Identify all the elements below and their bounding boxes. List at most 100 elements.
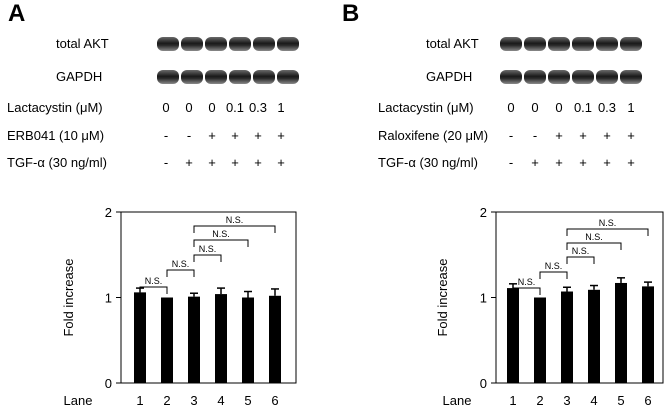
condition-value: + (603, 155, 611, 170)
significance-label: N.S. (172, 259, 190, 269)
x-tick-label: 2 (163, 393, 170, 408)
x-tick-label: 5 (617, 393, 624, 408)
plot-frame (495, 211, 664, 384)
blot-label-total-akt: total AKT (426, 36, 479, 51)
significance-label: N.S. (145, 276, 163, 286)
bar-lane-2 (161, 297, 173, 383)
condition-label-tgf: TGF-α (30 ng/ml) (7, 155, 107, 170)
significance-label: N.S. (585, 232, 603, 242)
condition-label-erb041: ERB041 (10 μM) (7, 128, 105, 143)
blot-total-akt (500, 37, 642, 51)
bar-chart-a: 0 1 2 Fold increase 1 2 3 4 5 6 Lane N.S. N.S. N.S. N.… (61, 205, 297, 408)
x-tick-label: 3 (190, 393, 197, 408)
condition-value: + (627, 128, 635, 143)
y-tick-label: 1 (480, 291, 487, 306)
y-tick-label: 2 (105, 205, 112, 220)
condition-value: 0 (162, 100, 170, 115)
condition-value: 0.1 (225, 100, 245, 115)
x-tick-label: 3 (563, 393, 570, 408)
x-tick-label: 6 (271, 393, 278, 408)
significance-bracket (539, 271, 568, 279)
condition-label-lactacystin: Lactacystin (μM) (7, 100, 103, 115)
significance-label: N.S. (545, 261, 563, 271)
condition-label-raloxifene: Raloxifene (20 μM) (378, 128, 489, 143)
bar-lane-6 (642, 286, 654, 383)
significance-bracket (566, 242, 622, 250)
condition-value: 0 (185, 100, 193, 115)
significance-label: N.S. (226, 215, 244, 225)
panel-b: B total AKT GAPDH Lactacystin (μM) 0 0 0… (336, 0, 671, 412)
bar-lane-3 (188, 296, 200, 383)
condition-value: + (231, 128, 239, 143)
condition-value: + (555, 128, 563, 143)
blot-total-akt (157, 37, 299, 51)
condition-value: + (208, 155, 216, 170)
condition-value: 0.3 (248, 100, 268, 115)
y-tick-label: 0 (105, 376, 112, 391)
condition-value: 1 (627, 100, 635, 115)
panel-letter: A (8, 0, 26, 27)
condition-value: + (531, 155, 539, 170)
panel-letter: B (342, 0, 360, 27)
condition-value: - (508, 128, 514, 143)
bar-lane-5 (242, 297, 254, 383)
condition-value: - (508, 155, 514, 170)
condition-value: 0.1 (573, 100, 593, 115)
condition-value: + (208, 128, 216, 143)
bar-lane-4 (588, 289, 600, 383)
x-tick-label: 1 (136, 393, 143, 408)
condition-value: 1 (277, 100, 285, 115)
y-tick-label: 2 (480, 205, 487, 220)
condition-value: + (579, 155, 587, 170)
significance-bracket (166, 269, 195, 277)
bar-lane-5 (615, 282, 627, 383)
condition-value: 0 (555, 100, 563, 115)
x-tick-label: 4 (217, 393, 224, 408)
condition-value: + (277, 155, 285, 170)
significance-label: N.S. (518, 277, 536, 287)
x-axis-label: Lane (64, 393, 93, 408)
bar-lane-3 (561, 291, 573, 383)
blot-label-gapdh: GAPDH (56, 69, 103, 84)
significance-label: N.S. (212, 229, 230, 239)
condition-value: + (555, 155, 563, 170)
significance-bracket (193, 254, 222, 262)
condition-value: + (231, 155, 239, 170)
y-axis-label: Fold increase (61, 258, 76, 336)
x-tick-label: 4 (590, 393, 597, 408)
significance-bracket (566, 228, 649, 236)
significance-bracket (512, 287, 541, 295)
condition-value: 0.3 (597, 100, 617, 115)
significance-bracket (193, 239, 249, 247)
condition-value: 0 (507, 100, 515, 115)
condition-value: + (627, 155, 635, 170)
bar-lane-4 (215, 294, 227, 383)
condition-value: + (254, 128, 262, 143)
condition-value: + (185, 155, 193, 170)
condition-value: + (579, 128, 587, 143)
blot-label-gapdh: GAPDH (426, 69, 473, 84)
condition-value: - (163, 155, 169, 170)
blot-label-total-akt: total AKT (56, 36, 109, 51)
panel-a: A total AKT GAPDH Lactacystin (μM) 0 0 0… (0, 0, 335, 412)
x-axis-label: Lane (443, 393, 472, 408)
blot-gapdh (500, 70, 642, 84)
significance-bracket (193, 225, 276, 233)
y-axis-label: Fold increase (435, 258, 450, 336)
x-tick-label: 6 (644, 393, 651, 408)
condition-value: + (603, 128, 611, 143)
condition-label-tgf: TGF-α (30 ng/ml) (378, 155, 478, 170)
bar-chart-b: 0 1 2 Fold increase 1 2 3 4 5 6 Lane N.S. N.S. N.S. N.… (435, 205, 664, 408)
x-tick-label: 1 (509, 393, 516, 408)
condition-value: 0 (531, 100, 539, 115)
condition-value: + (254, 155, 262, 170)
significance-bracket (566, 256, 595, 264)
bar-lane-2 (534, 297, 546, 383)
significance-label: N.S. (199, 244, 217, 254)
significance-label: N.S. (599, 218, 617, 228)
bar-lane-1 (134, 292, 146, 383)
x-tick-label: 2 (536, 393, 543, 408)
condition-label-lactacystin: Lactacystin (μM) (378, 100, 474, 115)
condition-value: 0 (208, 100, 216, 115)
y-tick-label: 1 (105, 291, 112, 306)
